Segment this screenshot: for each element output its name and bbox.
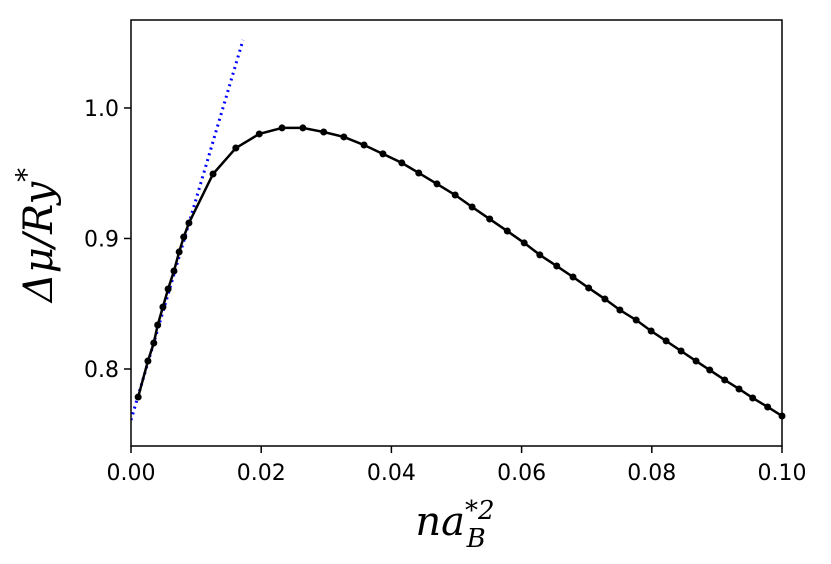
x-label-sub: B	[466, 524, 486, 554]
data-point	[486, 215, 494, 223]
series-line	[136, 126, 782, 418]
y-label-sup: *	[10, 168, 43, 182]
data-point	[209, 170, 217, 178]
data-point	[662, 337, 670, 345]
data-point	[154, 321, 162, 329]
y-axis-label: Δμ/Ry*	[10, 168, 62, 304]
y-tick-label: 0.9	[84, 227, 119, 252]
data-point	[134, 393, 142, 401]
data-point	[379, 150, 387, 158]
data-point	[433, 180, 441, 188]
x-tick-label: 0.00	[107, 461, 156, 486]
data-point	[451, 191, 459, 199]
data-point	[415, 169, 423, 177]
data-point	[585, 284, 593, 292]
x-tick-label: 0.02	[237, 461, 286, 486]
data-point	[677, 347, 685, 355]
x-label-base: na	[415, 499, 465, 545]
data-point	[232, 144, 240, 152]
x-axis-label: na*2 B	[415, 496, 494, 554]
data-point	[299, 124, 307, 132]
data-point	[185, 219, 193, 227]
data-point	[278, 124, 286, 132]
data-point	[468, 203, 476, 211]
x-tick-label: 0.08	[627, 461, 676, 486]
data-point	[398, 159, 406, 167]
y-tick-label: 1.0	[84, 97, 119, 122]
data-point	[721, 376, 729, 384]
data-point	[180, 233, 188, 241]
data-point	[144, 357, 152, 365]
data-point	[569, 273, 577, 281]
data-point	[616, 306, 624, 314]
data-point	[553, 262, 561, 270]
y-tick-label: 0.8	[84, 358, 119, 383]
data-point	[536, 251, 544, 259]
y-label-base: Δμ/Ry	[16, 180, 62, 304]
data-point	[503, 227, 511, 235]
data-point	[632, 316, 640, 324]
data-point	[692, 357, 700, 365]
data-point	[170, 267, 178, 275]
data-point	[601, 295, 609, 303]
data-point	[647, 327, 655, 335]
data-point	[749, 394, 757, 402]
x-tick-label: 0.04	[367, 461, 416, 486]
data-point	[150, 339, 158, 347]
data-point	[175, 248, 183, 256]
x-label-sup: *2	[465, 496, 495, 526]
data-point	[255, 130, 263, 138]
x-tick-label: 0.06	[497, 461, 546, 486]
data-point	[764, 403, 772, 411]
data-point	[340, 133, 348, 141]
data-point	[159, 303, 167, 311]
data-point	[735, 385, 743, 393]
x-tick-label: 0.10	[758, 461, 807, 486]
data-point	[706, 366, 714, 374]
data-point	[520, 239, 528, 247]
plot-frame	[130, 19, 783, 447]
data-point	[360, 141, 368, 149]
data-point	[320, 128, 328, 136]
data-point	[164, 285, 172, 293]
